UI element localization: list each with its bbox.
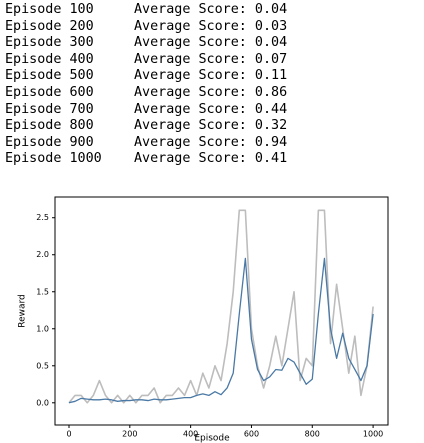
x-tick-label: 800 (305, 430, 320, 439)
series-line (68, 209, 374, 404)
y-tick-label: 1.5 (36, 287, 49, 296)
log-line: Episode 600 Average Score: 0.86 (5, 84, 288, 100)
y-tick-label: 2.5 (36, 213, 49, 222)
log-line: Episode 100 Average Score: 0.04 (5, 2, 288, 17)
y-axis-label: Reward (18, 294, 28, 328)
log-line: Episode 300 Average Score: 0.04 (5, 35, 288, 51)
log-line: Episode 400 Average Score: 0.07 (5, 51, 288, 67)
y-tick-label: 0.5 (36, 361, 49, 370)
x-tick-label: 400 (183, 430, 198, 439)
log-line: Episode 900 Average Score: 0.94 (5, 134, 288, 150)
x-tick-label: 200 (122, 430, 137, 439)
x-tick-label: 0 (66, 430, 71, 439)
log-line: Episode 200 Average Score: 0.03 (5, 18, 288, 34)
log-line: Episode 1000 Average Score: 0.41 (5, 151, 288, 167)
series-line (68, 257, 374, 404)
x-axis-label: Episode (194, 434, 230, 443)
log-line: Episode 800 Average Score: 0.32 (5, 118, 288, 134)
y-tick-label: 0.0 (36, 398, 49, 407)
y-tick-label: 2.0 (36, 250, 49, 259)
x-tick-label: 1000 (363, 430, 383, 439)
y-tick-label: 1.0 (36, 324, 49, 333)
log-line: Episode 700 Average Score: 0.44 (5, 101, 288, 117)
training-log: Episode 100 Average Score: 0.04 Episode 2… (5, 2, 287, 168)
x-tick-label: 600 (244, 430, 259, 439)
plot-frame (54, 196, 389, 426)
log-line: Episode 500 Average Score: 0.11 (5, 68, 288, 84)
